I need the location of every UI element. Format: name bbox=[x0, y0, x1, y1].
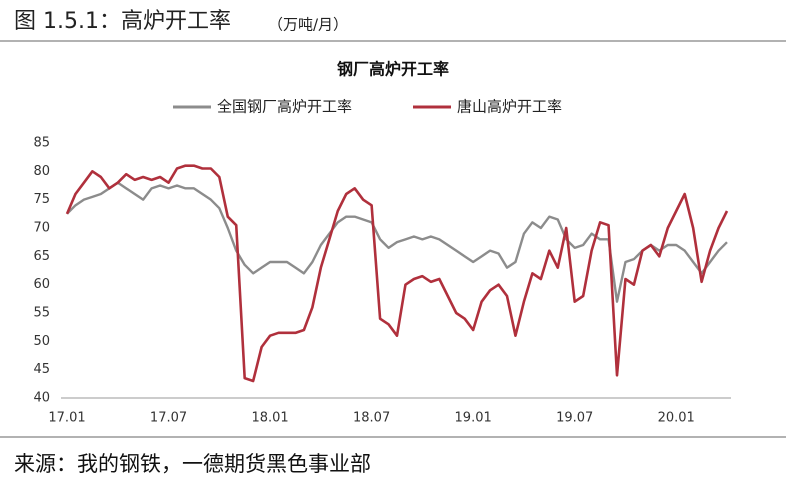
y-tick-label: 85 bbox=[33, 136, 50, 151]
x-tick-label: 18.07 bbox=[353, 411, 390, 426]
x-tick-label: 18.01 bbox=[251, 411, 288, 426]
source: 来源：我的钢铁，一德期货黑色事业部 bbox=[14, 452, 371, 476]
header-unit: （万吨/月） bbox=[268, 16, 348, 34]
legend-label: 全国钢厂高炉开工率 bbox=[217, 98, 352, 116]
y-tick-label: 65 bbox=[33, 249, 50, 264]
y-tick-label: 50 bbox=[33, 334, 50, 349]
y-tick-label: 75 bbox=[33, 192, 50, 207]
legend-label: 唐山高炉开工率 bbox=[457, 98, 562, 116]
y-tick-label: 60 bbox=[33, 277, 50, 292]
y-tick-label: 45 bbox=[33, 362, 50, 377]
y-tick-label: 40 bbox=[33, 391, 50, 406]
chart-title: 钢厂高炉开工率 bbox=[337, 60, 449, 79]
header-title: 图 1.5.1：高炉开工率 bbox=[14, 9, 231, 34]
x-tick-label: 19.07 bbox=[556, 411, 593, 426]
x-tick-label: 17.07 bbox=[150, 411, 187, 426]
x-tick-label: 20.01 bbox=[658, 411, 695, 426]
x-tick-label: 19.01 bbox=[455, 411, 492, 426]
y-tick-label: 80 bbox=[33, 164, 50, 179]
series-line bbox=[65, 164, 729, 383]
x-tick-label: 17.01 bbox=[48, 411, 85, 426]
series-line bbox=[66, 181, 728, 303]
y-tick-label: 55 bbox=[33, 306, 50, 321]
y-tick-label: 70 bbox=[33, 221, 50, 236]
